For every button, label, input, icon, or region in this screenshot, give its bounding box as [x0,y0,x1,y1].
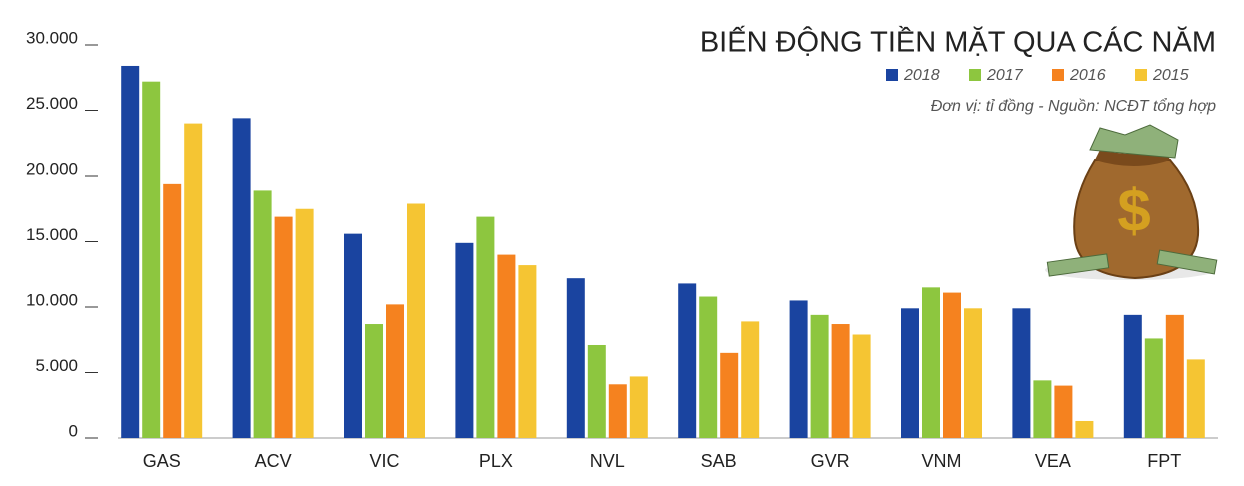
bar [699,296,718,438]
bar [964,308,982,438]
bar [1144,338,1163,438]
legend-swatch [1052,69,1064,81]
x-tick-label: GAS [143,451,181,471]
bar [497,254,516,438]
bar [852,334,871,438]
legend-label: 2015 [1152,67,1189,84]
x-tick-label: SAB [701,451,737,471]
bar [943,292,961,438]
bar [629,376,648,438]
bar [295,208,314,438]
bar [163,183,182,438]
y-tick-label: 25.000 [26,94,78,113]
y-tick-label: 30.000 [26,28,78,47]
bar [587,344,606,438]
bar [365,324,383,438]
bar [789,300,808,438]
bar [232,118,251,439]
bar [1054,385,1073,438]
bar [831,324,850,438]
bar [608,384,627,438]
x-tick-label: GVR [811,451,850,471]
bar [1075,420,1094,438]
bar [1033,380,1052,438]
bar [274,216,293,438]
y-tick-label: 10.000 [26,290,78,309]
money-bag-illustration: $ [1045,124,1218,280]
bar [1186,359,1205,438]
chart-title: BIẾN ĐỘNG TIỀN MẶT QUA CÁC NĂM [700,25,1216,59]
bar [1165,314,1184,438]
bar [455,242,474,438]
x-tick-label: VNM [922,451,962,471]
bar [1012,308,1031,438]
y-tick-label: 0 [69,421,78,440]
bar [566,278,585,438]
bar [407,203,425,438]
chart-subtitle: Đơn vị: tỉ đồng - Nguồn: NCĐT tổng hợp [931,97,1216,115]
y-tick-label: 15.000 [26,225,78,244]
dollar-sign: $ [1117,177,1150,244]
y-tick-label: 20.000 [26,159,78,178]
bar [518,265,537,438]
legend-label: 2016 [1069,67,1106,84]
x-tick-label: PLX [479,451,513,471]
y-tick-label: 5.000 [35,356,78,375]
x-tick-label: ACV [255,451,292,471]
legend-swatch [886,69,898,81]
bar [184,123,203,438]
bar [901,308,919,438]
bar [476,216,495,438]
bar [741,321,760,438]
legend-label: 2017 [986,67,1024,84]
x-tick-label: NVL [590,451,625,471]
bar [386,304,404,438]
legend-swatch [1135,69,1147,81]
bar [720,352,739,438]
bar [1123,314,1142,438]
x-tick-label: FPT [1147,451,1181,471]
bar [344,233,362,438]
bar [810,314,829,438]
x-tick-label: VIC [369,451,399,471]
legend-label: 2018 [903,67,940,84]
bar [142,81,161,439]
x-tick-label: VEA [1035,451,1071,471]
bar [253,190,272,438]
legend-swatch [969,69,981,81]
bar [678,283,697,438]
bar [922,287,940,438]
bar [121,65,140,439]
